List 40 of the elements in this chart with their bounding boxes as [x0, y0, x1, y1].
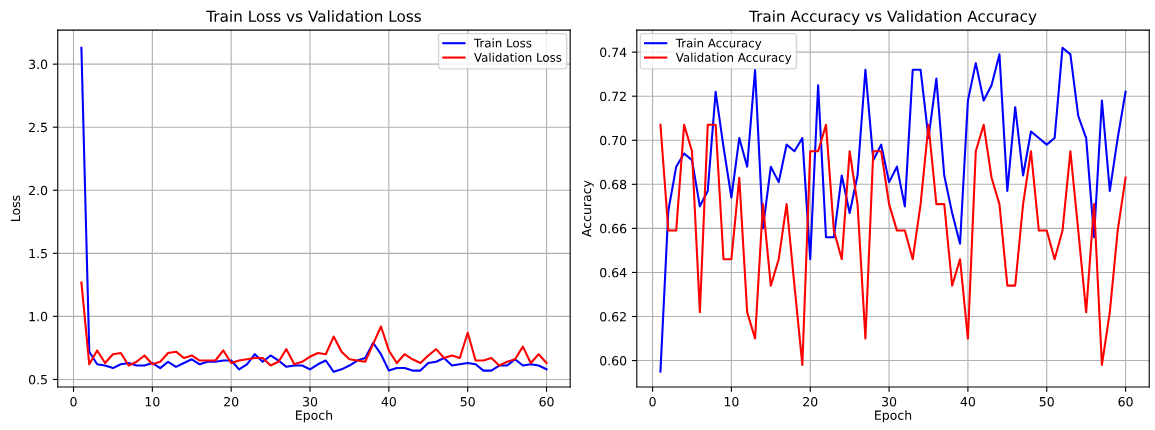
- x-tick-label: 50: [460, 396, 475, 407]
- y-tick-label: 0.66: [600, 223, 627, 234]
- y-axis-title: Loss: [10, 195, 21, 222]
- x-axis-title: Epoch: [296, 410, 333, 423]
- y-tick-label: 0.70: [600, 135, 627, 146]
- y-axis-title: Accuracy: [581, 180, 594, 237]
- y-tick-label: 2.5: [29, 122, 47, 133]
- y-tick-label: 0.72: [600, 91, 626, 102]
- y-tick-label: 0.60: [600, 356, 627, 366]
- legend-label: Validation Loss: [474, 52, 562, 62]
- x-tick-label: 60: [539, 396, 554, 407]
- y-tick-label: 2.0: [29, 185, 48, 196]
- y-tick-label: 0.68: [600, 179, 627, 190]
- x-tick-label: 0: [70, 396, 77, 407]
- x-tick-label: 10: [145, 396, 160, 407]
- y-tick-label: 1.0: [29, 311, 48, 322]
- chart-title: Train Loss vs Validation Loss: [206, 10, 421, 22]
- x-tick-label: 60: [1118, 396, 1133, 407]
- x-tick-label: 50: [1039, 396, 1054, 407]
- line-series: [80, 281, 548, 367]
- y-tick-label: 0.62: [600, 311, 626, 322]
- y-tick-label: 3.0: [29, 59, 48, 70]
- y-tick-label: 0.64: [600, 267, 627, 278]
- x-tick-label: 20: [224, 396, 239, 407]
- legend-label: Validation Accuracy: [675, 52, 792, 65]
- x-tick-label: 0: [649, 396, 656, 407]
- x-axis-title: Epoch: [875, 410, 912, 423]
- legend-label: Train Loss: [473, 38, 532, 48]
- x-tick-label: 40: [381, 396, 396, 407]
- y-tick-label: 1.5: [29, 248, 47, 259]
- line-series: [659, 123, 1127, 367]
- x-tick-label: 30: [882, 396, 897, 407]
- x-tick-label: 10: [724, 396, 739, 407]
- x-tick-label: 40: [960, 396, 976, 407]
- y-tick-label: 0.5: [28, 374, 47, 385]
- chart-title: Train Accuracy vs Validation Accuracy: [748, 10, 1037, 25]
- legend-label: Train Accuracy: [675, 38, 762, 50]
- y-tick-label: 0.74: [600, 47, 627, 58]
- x-tick-label: 30: [303, 396, 318, 407]
- x-tick-label: 20: [803, 396, 818, 407]
